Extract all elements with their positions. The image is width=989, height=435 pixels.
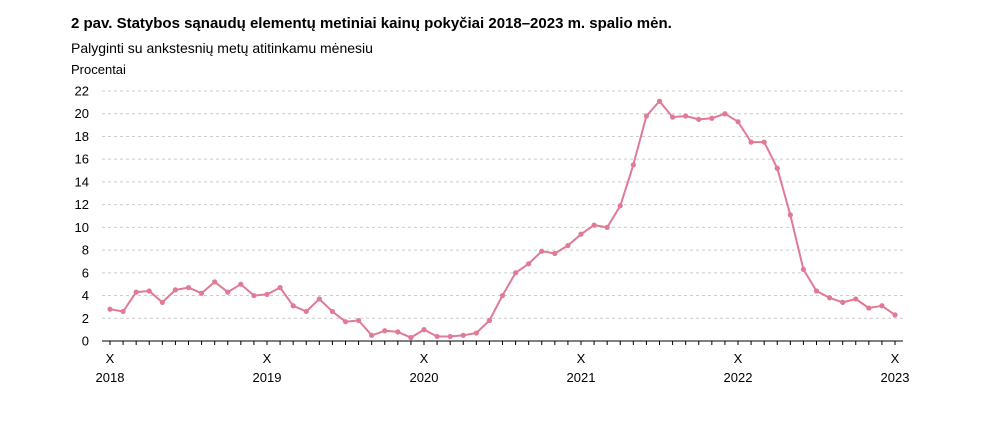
data-point: [813, 288, 820, 294]
data-point: [225, 289, 231, 295]
data-point: [840, 299, 846, 305]
data-point: [395, 329, 401, 335]
data-point: [369, 332, 375, 338]
data-point: [421, 327, 427, 333]
data-point: [826, 295, 833, 301]
y-tick-label: 2: [82, 311, 89, 326]
y-tick-label: 10: [75, 220, 89, 235]
x-tick-year-label: 2023: [881, 370, 910, 385]
x-tick-year-label: 2022: [724, 370, 753, 385]
data-point: [552, 250, 558, 257]
y-tick-label: 18: [75, 129, 89, 144]
data-point: [290, 303, 296, 309]
data-point: [748, 139, 754, 145]
data-point: [761, 139, 767, 145]
data-point: [866, 305, 872, 311]
x-tick-month-label: X: [263, 351, 272, 366]
data-point: [264, 291, 270, 298]
data-point: [212, 279, 218, 285]
y-tick-label: 22: [75, 84, 89, 99]
y-tick-label: 0: [82, 334, 89, 349]
data-point: [499, 292, 506, 299]
data-point: [512, 270, 519, 276]
data-point: [460, 332, 466, 338]
data-point: [683, 113, 689, 119]
data-point: [159, 299, 165, 305]
y-tick-label: 8: [82, 243, 89, 258]
chart-subtitle: Palyginti su ankstesnių metų atitinkamu …: [71, 40, 373, 56]
y-axis-label: Procentai: [71, 62, 126, 77]
data-point: [408, 334, 414, 341]
data-point: [630, 162, 636, 168]
data-point: [473, 330, 479, 336]
data-point: [539, 248, 545, 254]
x-tick-month-label: X: [891, 351, 900, 366]
data-point: [146, 288, 152, 294]
y-tick-label: 14: [75, 174, 89, 189]
x-tick-year-label: 2018: [96, 370, 125, 385]
data-point: [617, 203, 623, 209]
data-point: [892, 312, 898, 318]
data-point: [722, 111, 728, 117]
x-tick-month-label: X: [106, 351, 115, 366]
data-point: [172, 287, 179, 293]
data-point: [787, 212, 793, 218]
x-tick-month-label: X: [734, 351, 743, 366]
data-point: [604, 224, 610, 230]
data-point: [526, 261, 532, 267]
data-point: [277, 284, 283, 291]
data-point: [669, 114, 676, 120]
x-tick-year-label: 2021: [567, 370, 596, 385]
data-point: [643, 113, 650, 119]
y-tick-label: 16: [75, 152, 89, 167]
data-point: [696, 116, 702, 123]
x-tick-month-label: X: [577, 351, 586, 366]
data-point: [447, 333, 453, 340]
x-tick-year-label: 2019: [253, 370, 282, 385]
data-point: [853, 296, 859, 302]
data-point: [800, 266, 807, 273]
data-point: [591, 222, 597, 228]
data-point: [774, 165, 780, 171]
y-tick-label: 4: [82, 288, 89, 303]
data-point: [185, 284, 192, 291]
data-point: [120, 308, 126, 315]
data-point: [198, 290, 205, 296]
y-tick-label: 12: [75, 197, 89, 212]
data-point: [355, 317, 362, 324]
data-point: [735, 119, 741, 125]
data-point: [382, 328, 388, 334]
data-point: [656, 98, 663, 104]
data-point: [251, 292, 257, 299]
x-tick-month-label: X: [420, 351, 429, 366]
data-point: [565, 242, 571, 249]
chart-title: 2 pav. Statybos sąnaudų elementų metinia…: [71, 15, 672, 32]
data-point: [434, 333, 440, 340]
data-point: [238, 281, 244, 287]
data-point: [578, 231, 584, 237]
y-tick-label: 20: [75, 106, 89, 121]
data-point: [709, 115, 715, 121]
data-point: [107, 306, 113, 312]
data-point: [879, 303, 885, 309]
data-point: [329, 308, 336, 315]
x-tick-year-label: 2020: [410, 370, 439, 385]
data-point: [486, 317, 493, 324]
series-line: [109, 100, 896, 339]
y-tick-label: 6: [82, 265, 89, 280]
data-point: [316, 296, 322, 302]
data-point: [133, 289, 139, 295]
data-point: [303, 308, 309, 315]
data-point: [342, 319, 349, 325]
